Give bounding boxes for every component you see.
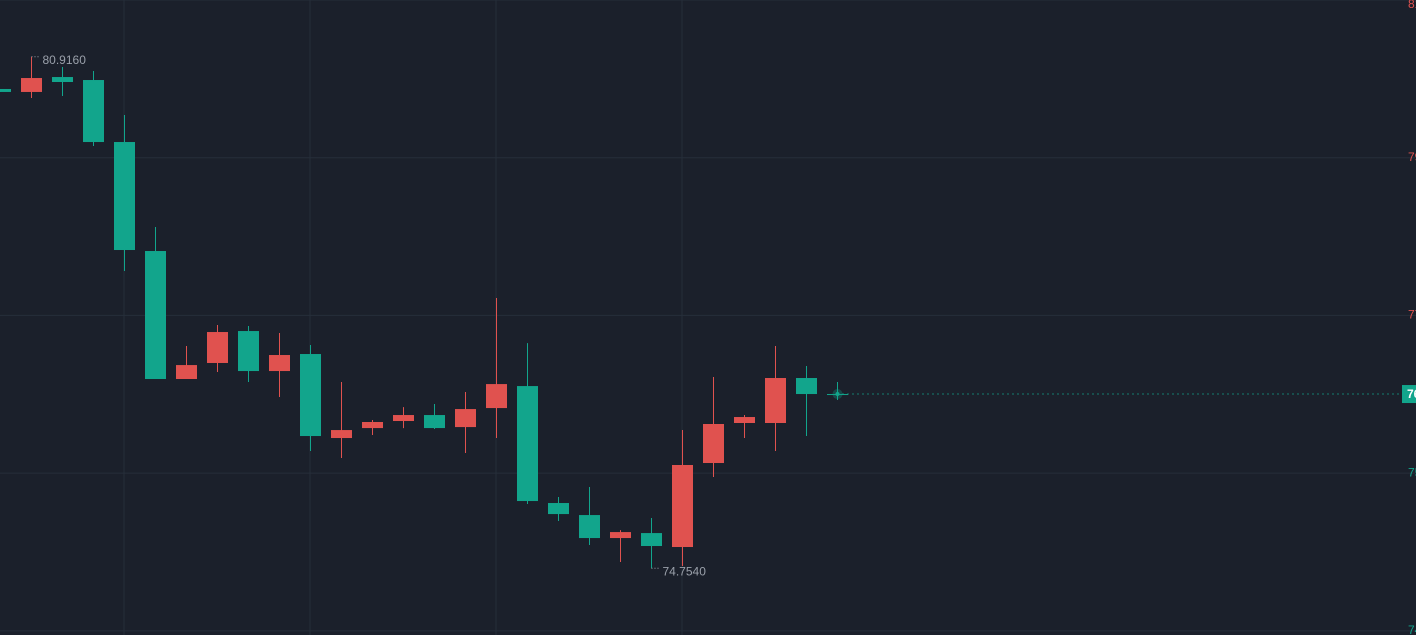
candle-body [145, 251, 166, 380]
y-tick-label: 74.0000 [1408, 623, 1416, 635]
candle-body [83, 80, 104, 143]
candle-body [703, 423, 724, 464]
candle-body [455, 409, 476, 428]
candle-body [393, 415, 414, 422]
candle-body [207, 332, 228, 363]
candle-body [21, 78, 42, 92]
candle-body [672, 465, 693, 548]
candle-body [331, 430, 352, 439]
candle-body [517, 386, 538, 502]
candle-body [796, 378, 817, 395]
current-price-label: 76.85 [1407, 387, 1416, 401]
y-tick-label: 79.7000 [1408, 150, 1416, 164]
candle-body [610, 532, 631, 539]
candle-body [765, 378, 786, 424]
y-tick-label: 75.9000 [1408, 465, 1416, 479]
candle-body [579, 515, 600, 539]
candle-body [362, 422, 383, 429]
candle-body [238, 331, 259, 372]
annotation-label: 74.7540 [663, 564, 707, 578]
candle-body [52, 77, 73, 83]
candle-body [269, 355, 290, 372]
candle-body [424, 415, 445, 429]
candle-body [300, 354, 321, 437]
candle-body [114, 142, 135, 251]
y-tick-label: 77.8000 [1408, 308, 1416, 322]
candle-body [641, 533, 662, 547]
y-tick-label: 81.6000 [1408, 0, 1416, 11]
annotation-label: 80.9160 [43, 53, 87, 67]
candle-body [486, 384, 507, 409]
candle-body [0, 88, 11, 92]
current-price-tag [1402, 385, 1416, 404]
candle-body [548, 503, 569, 515]
candle-body [734, 417, 755, 424]
candle-body [176, 365, 197, 380]
current-dot [835, 392, 840, 397]
